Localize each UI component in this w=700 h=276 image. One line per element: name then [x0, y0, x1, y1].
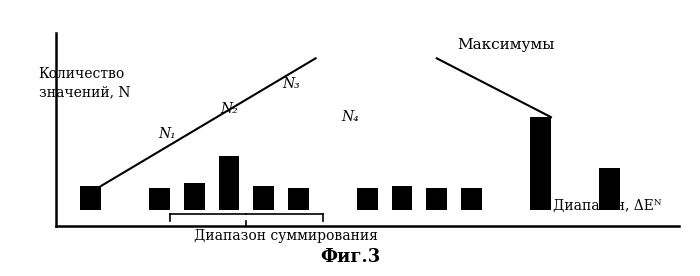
Text: N₄: N₄ [342, 110, 359, 124]
Bar [357, 188, 378, 209]
Text: Диапазон суммирования: Диапазон суммирования [195, 229, 378, 243]
Text: Фиг.3: Фиг.3 [320, 248, 380, 266]
Bar [218, 156, 239, 209]
Bar [426, 188, 447, 209]
Text: Количество
значений, N: Количество значений, N [38, 67, 130, 100]
Text: Максимумы: Максимумы [457, 38, 554, 52]
Bar [80, 186, 101, 209]
Bar [253, 186, 274, 209]
Bar [461, 188, 482, 209]
Bar [184, 183, 205, 209]
Bar [392, 186, 412, 209]
Bar [288, 188, 309, 209]
Text: Диапазон, ΔEᴺ: Диапазон, ΔEᴺ [553, 199, 662, 213]
Bar [150, 188, 170, 209]
Bar [599, 168, 620, 209]
Text: N₂: N₂ [220, 102, 238, 116]
Text: N₃: N₃ [283, 76, 300, 91]
Bar [530, 117, 551, 209]
Text: N₁: N₁ [158, 127, 176, 141]
